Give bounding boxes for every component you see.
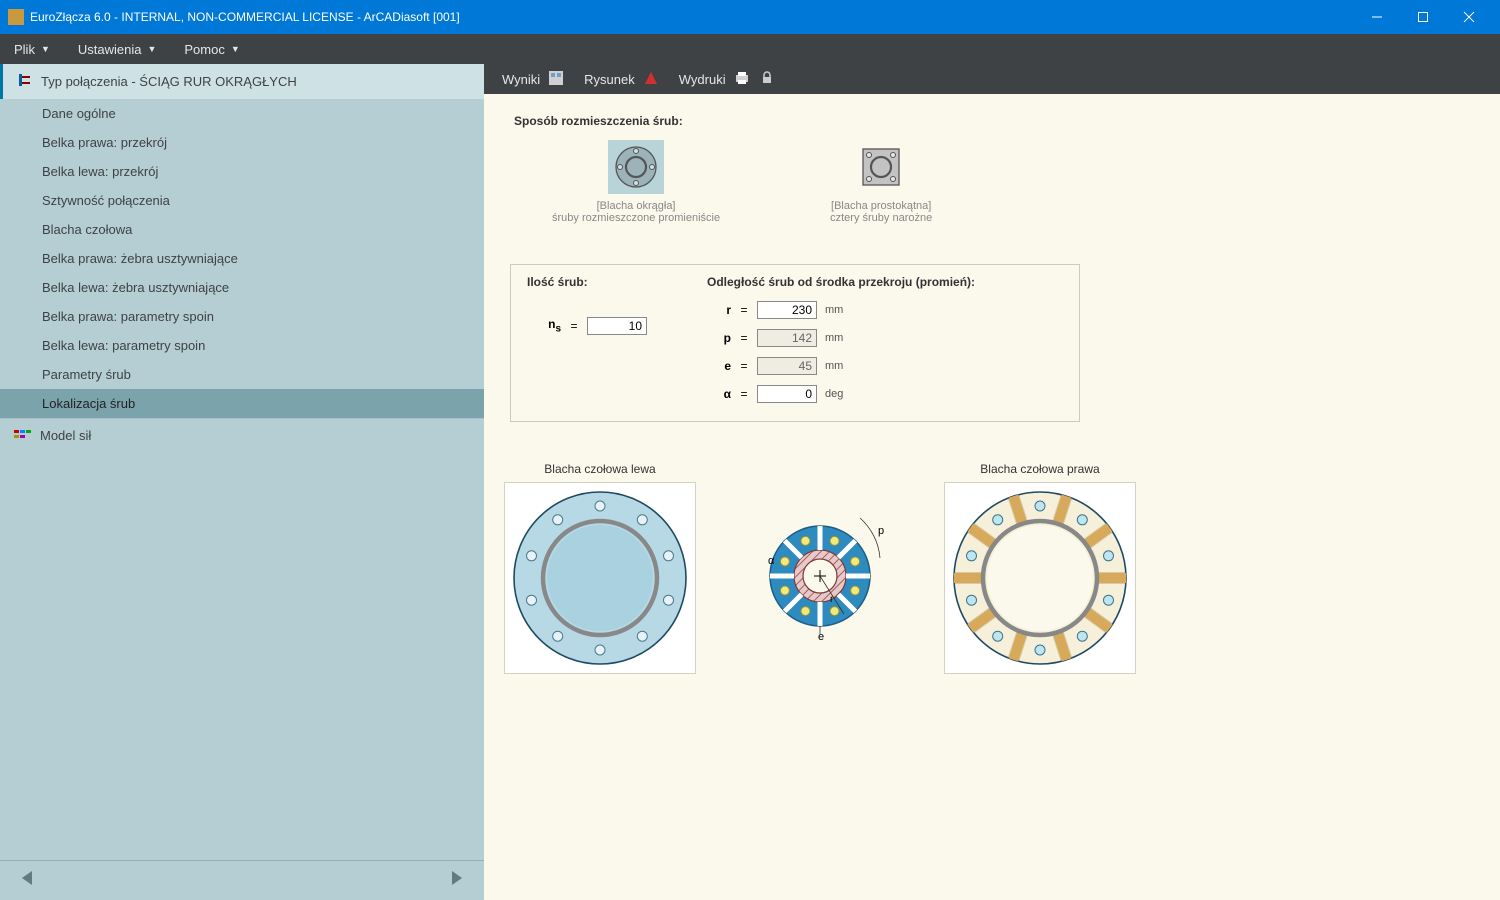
param-input <box>757 329 817 347</box>
sidebar-footer <box>0 860 484 900</box>
layout-round-line1: [Blacha okrągła] <box>552 200 720 212</box>
lock-icon <box>760 71 774 88</box>
param-input <box>757 357 817 375</box>
dim-p-label: p <box>878 525 884 537</box>
figure-plate-right: Blacha czołowa prawa <box>944 462 1136 679</box>
close-button[interactable] <box>1446 0 1492 34</box>
toolbar-label: Wydruki <box>679 72 726 87</box>
layout-thumb-round <box>608 140 664 194</box>
sidebar-model-label: Model sił <box>40 428 91 443</box>
sidebar-item[interactable]: Belka prawa: żebra usztywniające <box>0 244 484 273</box>
menu-bar: Plik ▼ Ustawienia ▼ Pomoc ▼ <box>0 34 1500 64</box>
sidebar-item[interactable]: Lokalizacja śrub <box>0 389 484 418</box>
param-symbol: p <box>715 331 731 345</box>
equals-sign: = <box>739 387 749 401</box>
sidebar-item[interactable]: Belka prawa: przekrój <box>0 128 484 157</box>
layout-option-rect[interactable]: [Blacha prostokątna] cztery śruby narożn… <box>830 140 932 224</box>
window-title: EuroZłącza 6.0 - INTERNAL, NON-COMMERCIA… <box>30 10 1354 24</box>
caret-down-icon: ▼ <box>147 44 156 54</box>
menu-label: Ustawienia <box>78 42 142 57</box>
equals-sign: = <box>739 331 749 345</box>
menu-label: Pomoc <box>184 42 224 57</box>
nav-next-button[interactable] <box>446 868 466 893</box>
menu-pomoc[interactable]: Pomoc ▼ <box>170 34 253 64</box>
layout-rect-line1: [Blacha prostokątna] <box>830 200 932 212</box>
layout-round-line2: śruby rozmieszczone promieniście <box>552 212 720 224</box>
layout-option-round[interactable]: [Blacha okrągła] śruby rozmieszczone pro… <box>552 140 720 224</box>
nav-prev-button[interactable] <box>18 868 38 893</box>
dim-e-label: e <box>818 631 824 643</box>
printer-icon <box>734 70 750 89</box>
plate-right-svg <box>945 483 1135 673</box>
equals-sign: = <box>739 359 749 373</box>
panel-left-label: Ilość śrub: <box>527 275 707 289</box>
title-bar: EuroZłącza 6.0 - INTERNAL, NON-COMMERCIA… <box>0 0 1500 34</box>
toolbar-label: Wyniki <box>502 72 540 87</box>
param-symbol: r <box>715 303 731 317</box>
sidebar-item[interactable]: Sztywność połączenia <box>0 186 484 215</box>
layout-rect-line2: cztery śruby narożne <box>830 212 932 224</box>
sidebar-item[interactable]: Belka lewa: parametry spoin <box>0 331 484 360</box>
sidebar-header[interactable]: Typ połączenia - ŚCIĄG RUR OKRĄGŁYCH <box>0 64 484 99</box>
param-row: r = mm <box>715 299 1063 321</box>
toolbar-rysunek[interactable]: Rysunek <box>574 64 669 94</box>
menu-label: Plik <box>14 42 35 57</box>
param-symbol: e <box>715 359 731 373</box>
sidebar-item[interactable]: Parametry śrub <box>0 360 484 389</box>
plate-mid-svg: p <box>740 496 900 646</box>
menu-ustawienia[interactable]: Ustawienia ▼ <box>64 34 171 64</box>
sidebar-item[interactable]: Belka prawa: parametry spoin <box>0 302 484 331</box>
param-input[interactable] <box>757 385 817 403</box>
sidebar-model-item[interactable]: Model sił <box>0 418 484 452</box>
param-unit: mm <box>825 304 853 316</box>
menu-plik[interactable]: Plik ▼ <box>0 34 64 64</box>
results-icon <box>548 70 564 89</box>
param-unit: deg <box>825 388 853 400</box>
app-icon <box>8 9 24 25</box>
sidebar-item[interactable]: Dane ogólne <box>0 99 484 128</box>
maximize-button[interactable] <box>1400 0 1446 34</box>
dim-alpha-label: α <box>768 555 775 567</box>
drawing-icon <box>643 70 659 89</box>
param-input[interactable] <box>757 301 817 319</box>
param-row: e = mm <box>715 355 1063 377</box>
caret-down-icon: ▼ <box>41 44 50 54</box>
content-toolbar: Wyniki Rysunek Wydruki <box>484 64 1500 94</box>
equals-sign: = <box>569 319 579 333</box>
connection-type-icon <box>17 72 33 91</box>
ns-symbol: ns <box>545 317 561 334</box>
param-symbol: α <box>715 387 731 401</box>
param-row: p = mm <box>715 327 1063 349</box>
sidebar: Typ połączenia - ŚCIĄG RUR OKRĄGŁYCH Dan… <box>0 64 484 900</box>
toolbar-label: Rysunek <box>584 72 635 87</box>
figure-plate-left: Blacha czołowa lewa <box>504 462 696 679</box>
toolbar-wyniki[interactable]: Wyniki <box>492 64 574 94</box>
work-area: Wyniki Rysunek Wydruki Sposób rozmieszcz… <box>484 64 1500 900</box>
param-unit: mm <box>825 332 853 344</box>
plate-left-svg <box>505 483 695 673</box>
param-unit: mm <box>825 360 853 372</box>
equals-sign: = <box>739 303 749 317</box>
panel-right-label: Odległość śrub od środka przekroju (prom… <box>707 275 1063 289</box>
caret-down-icon: ▼ <box>231 44 240 54</box>
toolbar-wydruki[interactable]: Wydruki <box>669 64 760 94</box>
sidebar-item[interactable]: Blacha czołowa <box>0 215 484 244</box>
figure-right-caption: Blacha czołowa prawa <box>944 462 1136 476</box>
ns-input[interactable] <box>587 317 647 335</box>
minimize-button[interactable] <box>1354 0 1400 34</box>
param-row: α = deg <box>715 383 1063 405</box>
sidebar-item[interactable]: Belka lewa: żebra usztywniające <box>0 273 484 302</box>
figure-left-caption: Blacha czołowa lewa <box>504 462 696 476</box>
sidebar-item[interactable]: Belka lewa: przekrój <box>0 157 484 186</box>
forces-model-icon <box>14 427 32 444</box>
section-title-layout: Sposób rozmieszczenia śrub: <box>514 114 1500 128</box>
sidebar-header-label: Typ połączenia - ŚCIĄG RUR OKRĄGŁYCH <box>41 74 297 89</box>
layout-thumb-rect <box>853 140 909 194</box>
figure-plate-middle: p <box>740 496 900 646</box>
params-panel: Ilość śrub: ns = Odległość śrub od środk… <box>510 264 1080 422</box>
